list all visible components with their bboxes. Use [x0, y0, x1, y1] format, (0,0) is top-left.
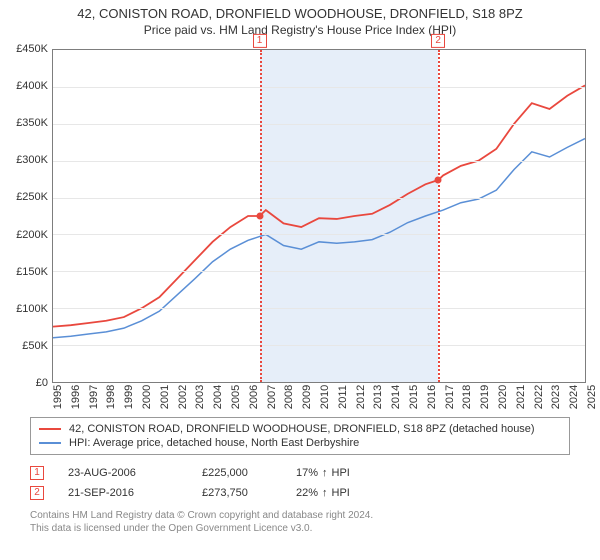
footer-line-1: Contains HM Land Registry data © Crown c… [30, 509, 570, 522]
gridline-h [53, 234, 585, 235]
gridline-h [53, 198, 585, 199]
gridline-h [53, 308, 585, 309]
x-axis-label: 2023 [550, 385, 562, 409]
event-marker-box: 2 [431, 34, 445, 48]
x-axis-label: 2007 [266, 385, 278, 409]
gridline-h [53, 345, 585, 346]
y-axis-label: £300K [8, 154, 48, 166]
y-axis-label: £100K [8, 303, 48, 315]
x-axis-label: 1999 [123, 385, 135, 409]
x-axis-label: 2005 [230, 385, 242, 409]
event-row: 1 23-AUG-2006 £225,000 17% ↑ HPI [30, 463, 570, 483]
event-row-date: 21-SEP-2016 [68, 487, 178, 499]
legend: 42, CONISTON ROAD, DRONFIELD WOODHOUSE, … [30, 417, 570, 455]
x-axis-label: 2008 [283, 385, 295, 409]
x-axis-label: 2010 [319, 385, 331, 409]
x-axis-label: 2025 [586, 385, 598, 409]
event-row-hpi-label: HPI [332, 467, 350, 479]
event-row-vs-hpi: 17% ↑ HPI [296, 467, 350, 479]
x-axis-label: 2015 [408, 385, 420, 409]
x-axis-label: 2011 [337, 385, 349, 409]
x-axis-label: 2016 [426, 385, 438, 409]
x-axis-label: 2017 [444, 385, 456, 409]
event-row-price: £273,750 [202, 487, 272, 499]
legend-row: HPI: Average price, detached house, Nort… [39, 436, 561, 450]
legend-label: HPI: Average price, detached house, Nort… [69, 437, 359, 449]
y-axis-label: £200K [8, 229, 48, 241]
footer-line-2: This data is licensed under the Open Gov… [30, 522, 570, 535]
x-axis-label: 1997 [88, 385, 100, 409]
event-line [438, 50, 440, 382]
x-axis-label: 2001 [159, 385, 171, 409]
x-axis-label: 2018 [461, 385, 473, 409]
x-axis-label: 2020 [497, 385, 509, 409]
event-row: 2 21-SEP-2016 £273,750 22% ↑ HPI [30, 483, 570, 503]
y-axis-label: £50K [8, 340, 48, 352]
gridline-h [53, 161, 585, 162]
x-axis-label: 2022 [533, 385, 545, 409]
plot-region: 12 [52, 49, 586, 383]
x-axis-label: 1995 [52, 385, 64, 409]
event-row-price: £225,000 [202, 467, 272, 479]
event-row-marker: 1 [30, 466, 44, 480]
x-axis-label: 2014 [390, 385, 402, 409]
events-table: 1 23-AUG-2006 £225,000 17% ↑ HPI 2 21-SEP-2016 £… [30, 463, 570, 503]
x-axis-label: 2013 [372, 385, 384, 409]
event-marker-box: 1 [253, 34, 267, 48]
arrow-up-icon: ↑ [322, 487, 328, 499]
y-axis-label: £450K [8, 43, 48, 55]
x-axis-label: 2006 [248, 385, 260, 409]
legend-row: 42, CONISTON ROAD, DRONFIELD WOODHOUSE, … [39, 422, 561, 436]
event-row-date: 23-AUG-2006 [68, 467, 178, 479]
chart-title: 42, CONISTON ROAD, DRONFIELD WOODHOUSE, … [0, 6, 600, 21]
x-axis-label: 2021 [515, 385, 527, 409]
x-axis-label: 2024 [568, 385, 580, 409]
gridline-h [53, 87, 585, 88]
chart-subtitle: Price paid vs. HM Land Registry's House … [0, 23, 600, 37]
legend-swatch [39, 442, 61, 444]
gridline-h [53, 271, 585, 272]
event-row-pct: 17% [296, 467, 318, 479]
event-row-marker: 2 [30, 486, 44, 500]
x-axis-label: 2004 [212, 385, 224, 409]
event-row-pct: 22% [296, 487, 318, 499]
x-axis-label: 2012 [355, 385, 367, 409]
x-axis-label: 1996 [70, 385, 82, 409]
y-axis-label: £250K [8, 191, 48, 203]
y-axis-label: £400K [8, 80, 48, 92]
x-axis-label: 2019 [479, 385, 491, 409]
gridline-h [53, 124, 585, 125]
legend-swatch [39, 428, 61, 430]
arrow-up-icon: ↑ [322, 467, 328, 479]
x-axis-label: 1998 [105, 385, 117, 409]
chart-header: 42, CONISTON ROAD, DRONFIELD WOODHOUSE, … [0, 0, 600, 39]
legend-label: 42, CONISTON ROAD, DRONFIELD WOODHOUSE, … [69, 423, 535, 435]
x-axis-label: 2003 [194, 385, 206, 409]
y-axis-label: £0 [8, 377, 48, 389]
footer-attribution: Contains HM Land Registry data © Crown c… [30, 509, 570, 535]
event-row-hpi-label: HPI [332, 487, 350, 499]
chart-area: 12 £0 £50K £100K £150K £200K £250K £300K £350K £… [8, 45, 592, 411]
event-row-vs-hpi: 22% ↑ HPI [296, 487, 350, 499]
series-line-price_paid [53, 85, 585, 326]
event-marker-dot [256, 213, 263, 220]
y-axis-label: £350K [8, 117, 48, 129]
event-marker-dot [435, 177, 442, 184]
x-axis-label: 2009 [301, 385, 313, 409]
y-axis-label: £150K [8, 266, 48, 278]
x-axis-label: 2002 [177, 385, 189, 409]
x-axis-label: 2000 [141, 385, 153, 409]
